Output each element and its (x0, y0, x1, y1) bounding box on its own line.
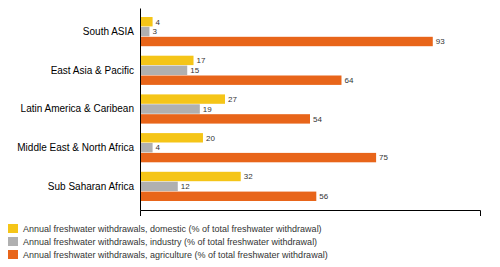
bar (140, 133, 203, 142)
legend-label: Annual freshwater withdrawals, domestic … (23, 224, 322, 234)
y-tick: South ASIA (83, 26, 134, 37)
y-tick-label: Middle East & North Africa (17, 142, 134, 153)
legend-label: Annual freshwater withdrawals, industry … (23, 237, 317, 247)
data-label: 27 (228, 95, 237, 104)
legend-swatch (8, 224, 18, 233)
data-label: 93 (436, 37, 445, 46)
bar (140, 94, 225, 103)
legend-item: Annual freshwater withdrawals, agricultu… (8, 250, 328, 260)
y-tick-label: East Asia & Pacific (51, 65, 134, 76)
y-tick: Sub Saharan Africa (48, 181, 135, 192)
x-axis (141, 211, 481, 217)
bar (140, 37, 433, 46)
bar (140, 192, 316, 201)
plot: 4 17 27 20 32 3 15 19 4 12 93 64 54 75 56 South ASIA Eas… (17, 9, 480, 217)
data-label: 4 (156, 18, 161, 27)
y-tick-label: South ASIA (83, 26, 134, 37)
legend-label: Annual freshwater withdrawals, agricultu… (23, 250, 328, 260)
data-label: 64 (344, 76, 353, 85)
bar (140, 27, 149, 36)
data-label: 19 (203, 105, 212, 114)
data-label: 75 (379, 153, 388, 162)
y-axis: South ASIA East Asia & Pacific Latin Ameri… (17, 9, 140, 211)
bar (140, 182, 178, 191)
bar (140, 75, 341, 84)
data-label: 3 (152, 27, 157, 36)
data-label: 20 (206, 134, 215, 143)
data-labels: 4 17 27 20 32 3 15 19 4 12 93 64 54 75 56 (152, 18, 445, 202)
bar (140, 143, 153, 152)
y-tick: East Asia & Pacific (51, 65, 134, 76)
y-axis-line (140, 9, 141, 211)
bars (140, 17, 433, 201)
x-axis-line (141, 211, 481, 217)
bar (140, 153, 376, 162)
bar (140, 172, 241, 181)
legend-item: Annual freshwater withdrawals, domestic … (8, 224, 322, 234)
legend-swatch (8, 250, 18, 259)
bar (140, 114, 310, 123)
legend: Annual freshwater withdrawals, domestic … (8, 224, 328, 260)
y-tick: Latin America & Caribean (21, 103, 134, 114)
data-label: 15 (190, 66, 199, 75)
data-label: 17 (197, 56, 206, 65)
y-tick-label: Latin America & Caribean (21, 103, 134, 114)
data-label: 32 (244, 172, 253, 181)
bar (140, 17, 153, 26)
bar (140, 56, 194, 65)
data-label: 54 (313, 115, 322, 124)
y-tick: Middle East & North Africa (17, 142, 134, 153)
legend-item: Annual freshwater withdrawals, industry … (8, 237, 317, 247)
legend-swatch (8, 237, 18, 246)
data-label: 12 (181, 182, 190, 191)
data-label: 4 (156, 143, 161, 152)
data-label: 56 (319, 192, 328, 201)
chart: 4 17 27 20 32 3 15 19 4 12 93 64 54 75 56 South ASIA Eas… (0, 0, 500, 267)
bar (140, 66, 187, 75)
bar (140, 104, 200, 113)
y-tick-label: Sub Saharan Africa (48, 181, 135, 192)
